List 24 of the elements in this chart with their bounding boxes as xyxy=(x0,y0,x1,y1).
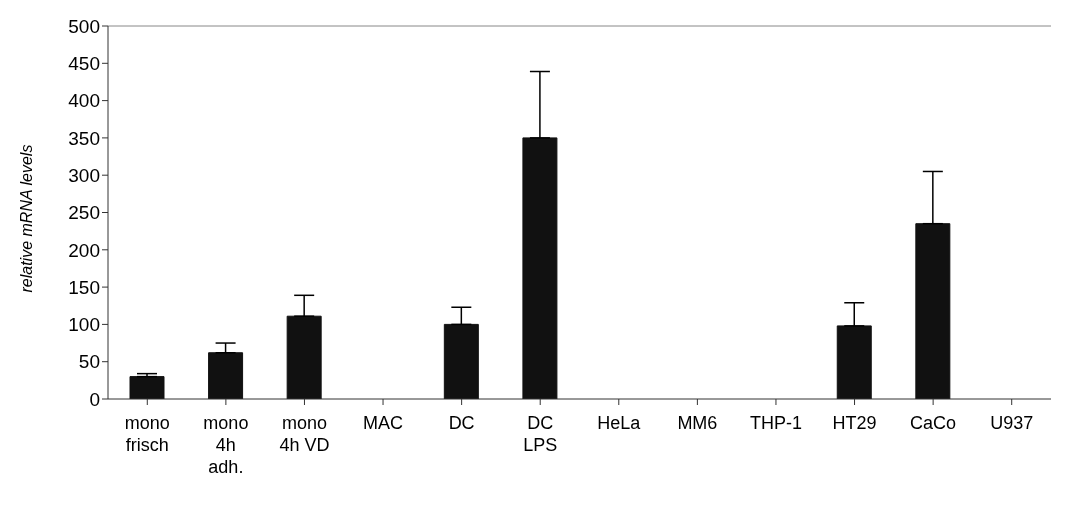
y-tick-label: 450 xyxy=(68,53,100,75)
x-tick-label: MM6 xyxy=(677,413,718,433)
y-tick-label: 400 xyxy=(68,90,100,112)
x-tick-label: HeLa xyxy=(597,413,642,433)
y-tick-label: 150 xyxy=(68,276,100,298)
x-tick-label: MAC xyxy=(363,413,404,433)
y-tick-label: 100 xyxy=(68,314,100,336)
x-tick-label: mono 4h adh. xyxy=(203,413,249,477)
x-tick-label: DC xyxy=(448,413,475,433)
x-tick-label: DC LPS xyxy=(523,413,558,455)
y-tick-label: 200 xyxy=(68,239,100,261)
y-tick-label: 500 xyxy=(68,15,100,37)
x-tick-label: mono frisch xyxy=(124,413,170,455)
x-tick-label: U937 xyxy=(990,413,1034,433)
y-tick-label: 300 xyxy=(68,164,100,186)
x-tick-label: HT29 xyxy=(832,413,877,433)
x-tick-label: mono 4h VD xyxy=(279,413,330,455)
x-tick-label: THP-1 xyxy=(749,413,802,433)
y-tick-label: 250 xyxy=(68,202,100,224)
x-tick-label: CaCo xyxy=(910,413,957,433)
y-tick-label: 50 xyxy=(78,351,100,373)
y-tick-label: 350 xyxy=(68,127,100,149)
y-axis-title: relative mRNA levels xyxy=(17,144,35,293)
y-tick-label: 0 xyxy=(89,388,100,410)
